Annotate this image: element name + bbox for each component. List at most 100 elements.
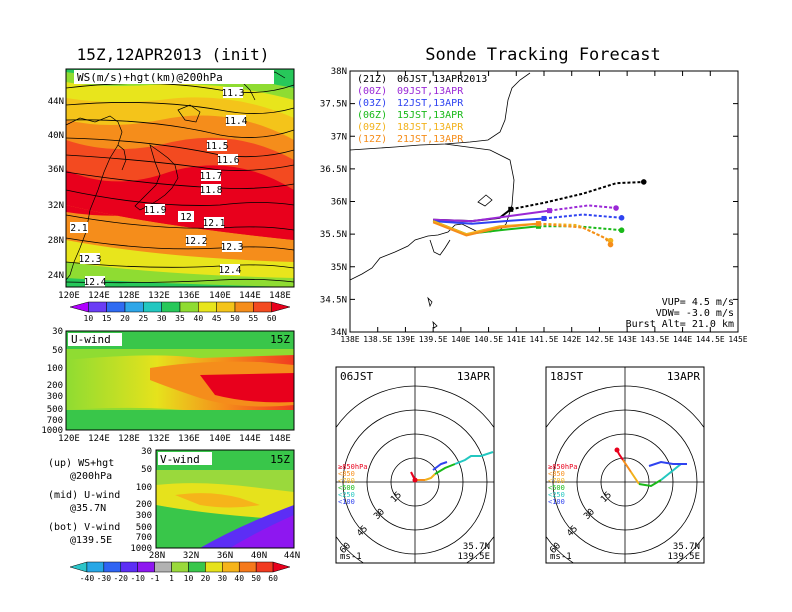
v-xtick: 40N xyxy=(251,551,267,561)
map-xtick: 136E xyxy=(178,291,200,301)
v-wind-panel: V-wind 15Z xyxy=(155,449,295,549)
u-ytick: 1000 xyxy=(41,426,63,436)
v-wind-time: 15Z xyxy=(270,453,290,466)
u-wind-x-axis: 120E 124E 128E 132E 136E 140E 144E 148E xyxy=(58,434,291,444)
contour-label: 2.1 xyxy=(70,222,88,234)
v-xtick: 28N xyxy=(149,551,165,561)
track-ytick: 38N xyxy=(331,67,347,77)
track-xtick: 138E xyxy=(340,335,359,344)
note-line: @139.5E xyxy=(70,535,112,546)
track-xtick: 144E xyxy=(673,335,692,344)
map-y-axis: 44N 40N 36N 32N 28N 24N xyxy=(48,97,64,281)
ws-colorbar-swatch xyxy=(179,301,199,313)
hodograph-segment xyxy=(630,471,640,485)
svg-text:12.4: 12.4 xyxy=(219,265,242,276)
svg-text:11.6: 11.6 xyxy=(217,155,240,166)
ws-colorbar-label: 20 xyxy=(120,314,130,323)
ws-colorbar-swatch xyxy=(198,301,217,313)
wind-colorbar-label: 40 xyxy=(234,574,244,583)
map-ytick: 28N xyxy=(48,236,64,246)
hodograph-segment xyxy=(434,463,456,475)
hodograph-start xyxy=(412,477,418,483)
map-xtick: 128E xyxy=(118,291,140,301)
map-legend-box xyxy=(74,70,274,84)
u-xtick: 144E xyxy=(239,434,261,444)
u-xtick: 124E xyxy=(88,434,110,444)
map-ytick: 44N xyxy=(48,97,64,107)
v-xtick: 32N xyxy=(183,551,199,561)
svg-text:12.3: 12.3 xyxy=(79,254,102,265)
wind-colorbar-swatch xyxy=(255,561,274,573)
track-line-dashed xyxy=(549,204,617,212)
track-xtick: 139.5E xyxy=(419,335,448,344)
ws-colorbar-swatch xyxy=(161,301,181,313)
map-ytick: 40N xyxy=(48,131,64,141)
track-legend-entry: (21Z) 06JST,13APR2013 xyxy=(357,74,487,85)
contour-label: 11.5 xyxy=(206,140,229,152)
panel-notes: (up) WS+hgt @200hPa (mid) U-wind @35.7N … xyxy=(48,458,120,546)
hodograph-segment xyxy=(638,479,662,488)
map-ytick: 24N xyxy=(48,271,64,281)
track-endpoint xyxy=(613,205,619,211)
ws-colorbar-label: 60 xyxy=(267,314,277,323)
track-ytick: 35.5N xyxy=(320,230,347,240)
ws-colorbar-swatch xyxy=(253,301,272,313)
map-xtick: 140E xyxy=(209,291,231,301)
svg-text:12.1: 12.1 xyxy=(203,218,226,229)
vup-text: VUP= 4.5 m/s xyxy=(662,297,734,308)
ws-map: 11.3 11.4 11.5 11.6 11.7 11.8 11.9 12 12… xyxy=(65,68,295,288)
contour-label: 11.4 xyxy=(225,115,248,127)
track-legend-entry: (06Z) 15JST,13APR xyxy=(357,110,464,121)
hodograph-segment xyxy=(454,451,494,465)
u-ytick: 50 xyxy=(52,346,63,356)
svg-text:(03Z): (03Z) xyxy=(357,98,387,109)
map-legend: WS(m/s)+hgt(km)@200hPa xyxy=(77,71,223,84)
ws-colorbar-swatch xyxy=(143,301,162,313)
ws-colorbar-label: 40 xyxy=(194,314,204,323)
hodograph-time: 06JST xyxy=(340,370,373,383)
u-wind-panel: U-wind 15Z xyxy=(65,330,295,431)
track-legend-entry: (00Z) 09JST,13APR xyxy=(357,86,464,97)
v-ytick: 30 xyxy=(141,447,152,457)
hodograph-level-label: <250 xyxy=(338,491,355,499)
track-ytick: 34N xyxy=(331,328,347,338)
hodograph-segment xyxy=(424,473,436,481)
svg-text:11.4: 11.4 xyxy=(225,116,248,127)
u-xtick: 120E xyxy=(58,434,80,444)
track-xtick: 141.5E xyxy=(530,335,559,344)
wind-colorbar-label: 20 xyxy=(201,574,211,583)
u-xtick: 140E xyxy=(209,434,231,444)
svg-text:11.5: 11.5 xyxy=(206,141,229,152)
hodograph-level-label: <100 xyxy=(338,498,355,506)
wind-colorbar-label: -40 xyxy=(80,574,95,583)
note-line: (mid) U-wind xyxy=(48,490,120,501)
track-plot: (21Z) 06JST,13APR2013 (00Z) 09JST,13APR (0… xyxy=(349,70,739,333)
ws-colorbar: 10 15 20 25 30 35 40 45 50 55 60 xyxy=(69,301,291,323)
ws-colorbar-label: 55 xyxy=(249,314,259,323)
ws-colorbar-label: 15 xyxy=(102,314,112,323)
u-xtick: 132E xyxy=(148,434,170,444)
ws-colorbar-swatch xyxy=(69,301,89,313)
u-ytick: 300 xyxy=(47,392,63,402)
track-burst-marker xyxy=(535,223,541,229)
track-xtick: 142E xyxy=(562,335,581,344)
contour-label: 12.3 xyxy=(221,241,243,253)
track-legend-entry: (09Z) 18JST,13APR xyxy=(357,122,464,133)
track-xtick: 141E xyxy=(507,335,526,344)
track-ytick: 35N xyxy=(331,263,347,273)
track-burst-marker xyxy=(547,208,553,214)
wind-colorbar-swatch xyxy=(171,561,189,573)
hodograph-segment xyxy=(648,460,687,467)
v-wind-x-axis: 28N 32N 36N 40N 44N xyxy=(149,551,300,561)
wind-colorbar-label: -30 xyxy=(97,574,112,583)
ws-colorbar-label: 45 xyxy=(212,314,222,323)
hodograph-date: 13APR xyxy=(457,370,490,383)
wind-colorbar-label: -10 xyxy=(130,574,145,583)
hodograph-date: 13APR xyxy=(667,370,700,383)
map-xtick: 148E xyxy=(269,291,291,301)
contour-label: 11.8 xyxy=(200,184,223,196)
contour-label: 12.1 xyxy=(203,217,226,229)
track-burst-marker xyxy=(541,215,547,221)
